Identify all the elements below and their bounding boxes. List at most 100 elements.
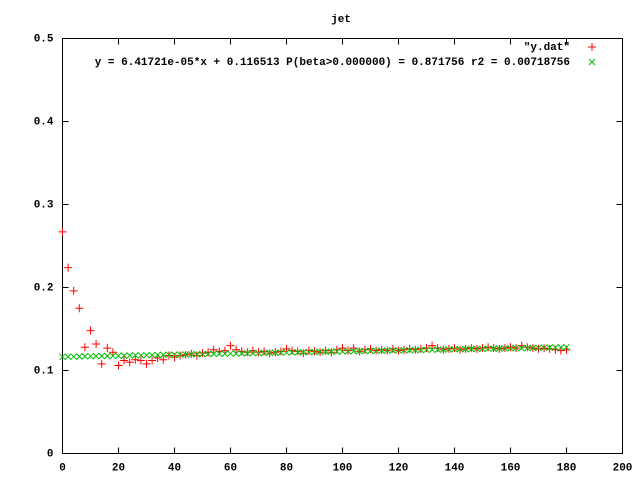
x-tick-label: 200 <box>613 462 633 474</box>
data-point <box>523 344 531 352</box>
x-tick-label: 80 <box>280 462 293 474</box>
data-point <box>350 347 358 355</box>
data-point <box>131 355 140 364</box>
x-tick-label: 20 <box>112 462 125 474</box>
data-point <box>360 345 369 354</box>
data-point <box>249 349 257 357</box>
x-tick-label: 180 <box>557 462 577 474</box>
y-tick-label: 0.5 <box>34 33 54 45</box>
data-point <box>417 346 425 354</box>
data-point <box>294 348 302 356</box>
data-point <box>563 343 570 351</box>
x-tick-label: 60 <box>224 462 237 474</box>
data-point <box>260 347 269 356</box>
data-point <box>501 345 509 352</box>
data-point <box>137 351 145 359</box>
data-point <box>131 352 139 359</box>
data-point <box>322 348 330 356</box>
data-point <box>484 345 492 353</box>
data-point <box>416 344 425 353</box>
data-point <box>388 344 397 353</box>
data-point <box>434 346 442 354</box>
data-point <box>120 356 129 365</box>
y-tick-label: 0.1 <box>34 365 54 377</box>
data-point <box>439 346 447 353</box>
data-point <box>327 348 335 356</box>
data-point <box>165 351 173 359</box>
data-point <box>423 346 430 354</box>
x-tick-label: 100 <box>333 462 353 474</box>
data-point <box>490 345 498 352</box>
data-point <box>142 359 151 368</box>
data-point <box>293 347 302 356</box>
data-point <box>445 346 453 353</box>
data-point <box>405 344 414 353</box>
data-point <box>238 350 246 357</box>
data-point <box>546 344 554 351</box>
data-point <box>115 352 122 360</box>
data-point <box>551 344 559 351</box>
data-point <box>182 351 190 358</box>
data-point <box>126 352 134 359</box>
chart-title: jet <box>331 14 351 26</box>
data-point <box>114 361 123 370</box>
data-point <box>344 347 352 355</box>
data-point <box>109 352 117 360</box>
data-point <box>204 348 213 357</box>
x-tick-label: 40 <box>168 462 181 474</box>
data-point <box>103 344 112 353</box>
data-point <box>451 345 458 353</box>
data-point <box>120 352 128 359</box>
data-point <box>192 351 201 360</box>
data-point <box>338 344 347 353</box>
data-point <box>171 351 178 359</box>
data-point <box>383 347 391 354</box>
y-tick-label: 0.3 <box>34 199 54 211</box>
data-point <box>59 353 66 361</box>
data-point <box>75 304 84 313</box>
data-point <box>506 343 515 352</box>
data-point <box>467 344 476 353</box>
y-tick-label: 0.2 <box>34 282 54 294</box>
data-point <box>69 286 78 295</box>
x-tick-label: 160 <box>501 462 521 474</box>
data-point <box>400 346 408 354</box>
data-point <box>372 347 380 355</box>
data-point <box>243 348 252 357</box>
data-point <box>64 263 73 272</box>
data-point <box>97 359 106 368</box>
legend-label: y = 6.41721e-05*x + 0.116513 P(beta>0.00… <box>95 57 570 69</box>
data-point <box>389 347 397 354</box>
data-point <box>467 345 475 353</box>
data-point <box>81 353 89 360</box>
y-tick-label: 0 <box>47 448 54 460</box>
data-point <box>221 350 229 358</box>
data-point <box>507 344 514 352</box>
y-tick-label: 0.4 <box>34 116 54 128</box>
data-point <box>433 344 442 353</box>
data-point <box>288 349 296 356</box>
data-point <box>260 349 268 357</box>
x-tick-label: 0 <box>59 462 66 474</box>
data-point <box>199 350 206 358</box>
data-point <box>316 348 324 356</box>
data-point <box>428 346 436 354</box>
data-point <box>545 344 554 353</box>
data-point <box>98 352 106 360</box>
data-point <box>299 348 307 356</box>
data-point <box>512 344 520 352</box>
data-point <box>75 353 83 360</box>
data-point <box>277 349 285 357</box>
data-point <box>495 345 503 352</box>
data-point <box>154 351 162 359</box>
data-point <box>271 349 279 357</box>
data-point <box>136 356 145 365</box>
data-point <box>125 358 134 367</box>
legend-marker <box>588 58 596 66</box>
data-point <box>215 350 223 358</box>
data-point <box>411 346 419 354</box>
data-point <box>64 353 72 361</box>
data-point <box>377 345 386 354</box>
data-point <box>282 344 291 353</box>
